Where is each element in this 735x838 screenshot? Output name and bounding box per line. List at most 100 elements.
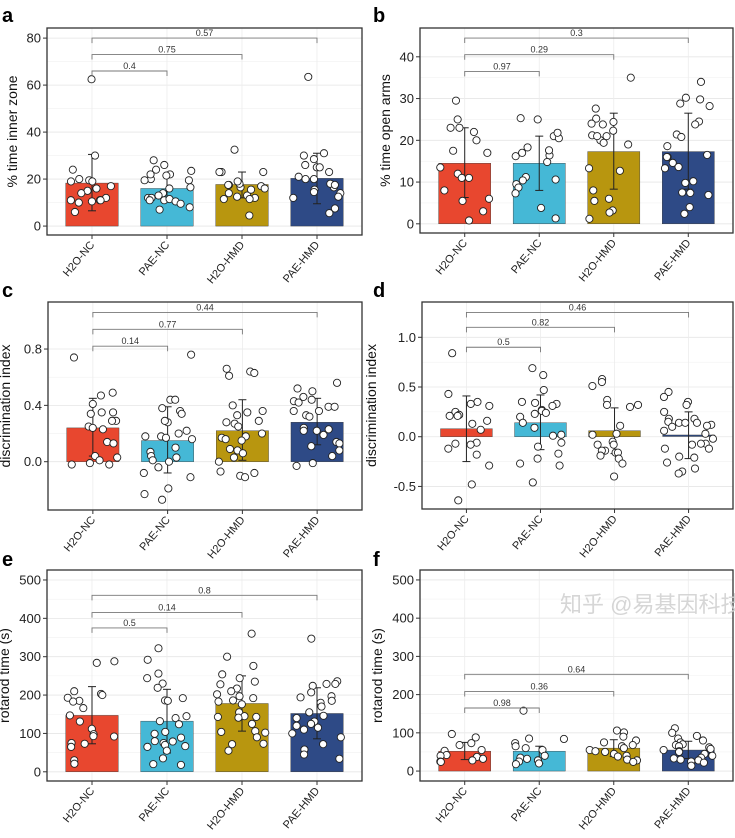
data-point [528, 478, 537, 487]
data-point [449, 146, 458, 155]
data-point [86, 409, 95, 418]
data-point [555, 461, 564, 470]
data-point [530, 409, 539, 418]
p-value-label: 0.5 [497, 337, 510, 347]
p-value-label: 0.98 [493, 698, 511, 708]
data-point [148, 456, 157, 465]
data-point [335, 446, 344, 455]
data-point [484, 194, 494, 203]
data-point [598, 120, 607, 129]
data-point [511, 152, 520, 161]
data-point [221, 435, 230, 444]
data-point [593, 440, 602, 449]
data-point [472, 450, 481, 459]
data-point [213, 712, 222, 721]
data-point [182, 426, 191, 435]
data-point [699, 758, 708, 767]
x-tick-label: H2O-HMD [578, 513, 620, 560]
data-point [472, 136, 481, 145]
y-tick-label: 0.4 [24, 398, 42, 413]
data-point [140, 490, 149, 499]
y-tick-label: 30 [400, 91, 414, 106]
data-point [63, 693, 72, 702]
x-tick-label: PAE-HMD [281, 785, 322, 831]
data-point [331, 679, 340, 688]
bracket-line [465, 346, 541, 353]
data-point [219, 195, 228, 204]
data-point [548, 431, 558, 440]
x-tick-label: PAE-NC [510, 513, 545, 552]
data-point [612, 429, 621, 438]
y-axis-label: rotarod time (s) [369, 628, 385, 723]
data-point [519, 706, 528, 715]
data-point [177, 409, 186, 418]
y-axis-label: % time open arms [377, 74, 393, 187]
data-point [213, 690, 222, 699]
data-point [216, 680, 225, 689]
data-point [259, 167, 268, 177]
data-point [87, 197, 96, 206]
data-point [533, 115, 542, 124]
data-point [225, 444, 235, 454]
x-tick-label: H2O-NC [61, 239, 97, 279]
data-point [223, 652, 232, 661]
data-point [98, 691, 107, 700]
x-tick-label: PAE-NC [509, 237, 544, 276]
data-point [225, 371, 234, 380]
data-point [685, 203, 694, 212]
data-point [66, 196, 75, 205]
plot-background [48, 302, 362, 510]
data-point [466, 399, 475, 408]
panel-letter: f [373, 549, 380, 571]
data-point [171, 714, 180, 723]
y-tick-label: 20 [27, 172, 41, 187]
data-point [447, 729, 456, 739]
significance-bracket [464, 691, 615, 697]
data-point [465, 216, 474, 225]
data-point [445, 411, 454, 420]
data-point [292, 721, 301, 730]
data-point [74, 198, 83, 207]
bracket-line [92, 345, 169, 352]
data-point [537, 203, 546, 212]
data-point [477, 745, 486, 755]
data-point [478, 754, 488, 763]
data-point [681, 93, 690, 102]
data-point [79, 704, 88, 713]
data-point [296, 693, 305, 702]
bracket-line [464, 37, 689, 44]
plot-frame [419, 27, 734, 234]
data-point [476, 425, 485, 434]
data-point [77, 189, 86, 198]
data-point [109, 408, 118, 417]
data-point [629, 757, 638, 766]
data-point [588, 381, 597, 391]
data-point [660, 164, 670, 173]
p-value-label: 0.46 [569, 302, 587, 312]
data-point [681, 418, 690, 427]
data-point [140, 176, 149, 185]
data-point [174, 720, 184, 729]
data-point [619, 732, 628, 741]
data-point [176, 199, 185, 208]
data-point [485, 461, 494, 470]
data-point [523, 143, 532, 152]
y-tick-label: 300 [19, 649, 41, 664]
data-point [215, 167, 224, 177]
bracket-line [465, 311, 690, 318]
panel-a: a 0.4 0.75 0.57 0 20 40 60 80 H2O-NC PAE-NC H2O-HMD… [2, 5, 363, 286]
data-point [518, 176, 527, 185]
data-point [696, 95, 705, 104]
data-point [702, 421, 712, 430]
data-point [676, 99, 685, 108]
plot-frame [46, 569, 363, 782]
data-point [233, 411, 242, 420]
data-point [330, 204, 340, 213]
data-point [444, 444, 453, 453]
data-point [88, 399, 97, 409]
data-point [692, 731, 701, 740]
data-point [161, 727, 170, 736]
error-bar [535, 135, 544, 191]
data-point [453, 115, 462, 124]
data-point [293, 384, 302, 393]
